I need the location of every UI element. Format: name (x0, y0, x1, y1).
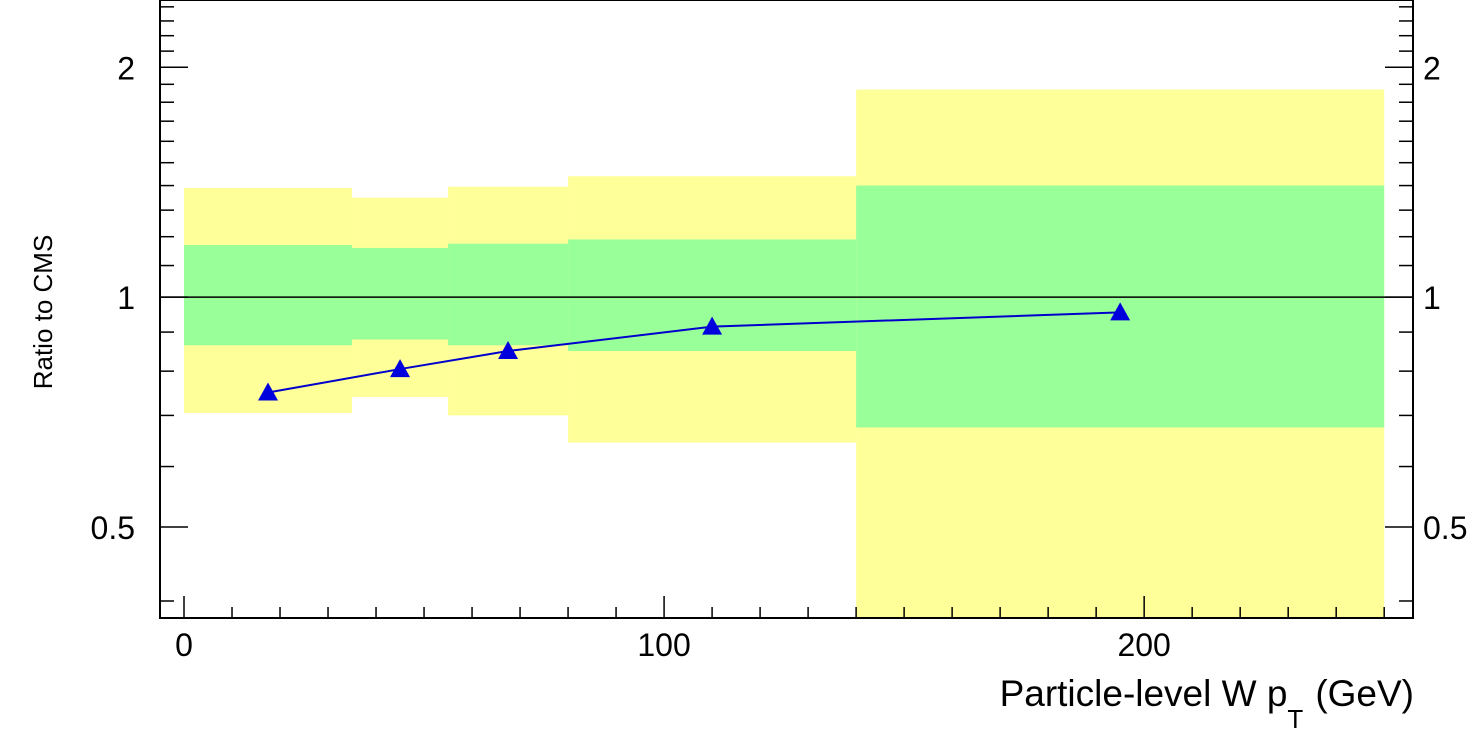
x-tick-label-200: 200 (1117, 627, 1170, 663)
inner-band-0 (184, 245, 353, 346)
data-point-1 (390, 359, 411, 378)
y-tick-label-left-1: 1 (117, 280, 135, 316)
axis-ticks (160, 6, 1413, 618)
y-tick-label-left-2: 2 (117, 50, 135, 86)
data-point-3 (702, 316, 723, 335)
data-point-4 (1110, 302, 1131, 321)
data-point-2 (498, 341, 519, 360)
tick-labels: 0 100 200 0.5 0.5 1 1 2 2 (91, 50, 1468, 663)
uncertainty-bands (184, 89, 1385, 619)
plot-frame (159, 0, 1414, 619)
x-tick-label-100: 100 (637, 627, 690, 663)
x-axis-label-subscript: T (1287, 704, 1303, 734)
inner-band-1 (352, 247, 449, 340)
y-tick-label-right-0.5: 0.5 (1423, 510, 1467, 546)
series-layer (258, 302, 1131, 401)
x-axis-label-main: Particle-level W p (1000, 673, 1288, 714)
x-tick-label-0: 0 (175, 627, 193, 663)
y-tick-label-left-0.5: 0.5 (91, 510, 135, 546)
x-axis-label: Particle-level W pT (GeV) (1000, 673, 1414, 734)
data-point-0 (258, 382, 279, 401)
inner-band-2 (448, 243, 569, 346)
y-tick-label-right-1: 1 (1423, 280, 1441, 316)
y-tick-label-right-2: 2 (1423, 50, 1441, 86)
x-axis-label-unit: (GeV) (1315, 673, 1414, 714)
y-axis-label: Ratio to CMS (28, 235, 58, 390)
